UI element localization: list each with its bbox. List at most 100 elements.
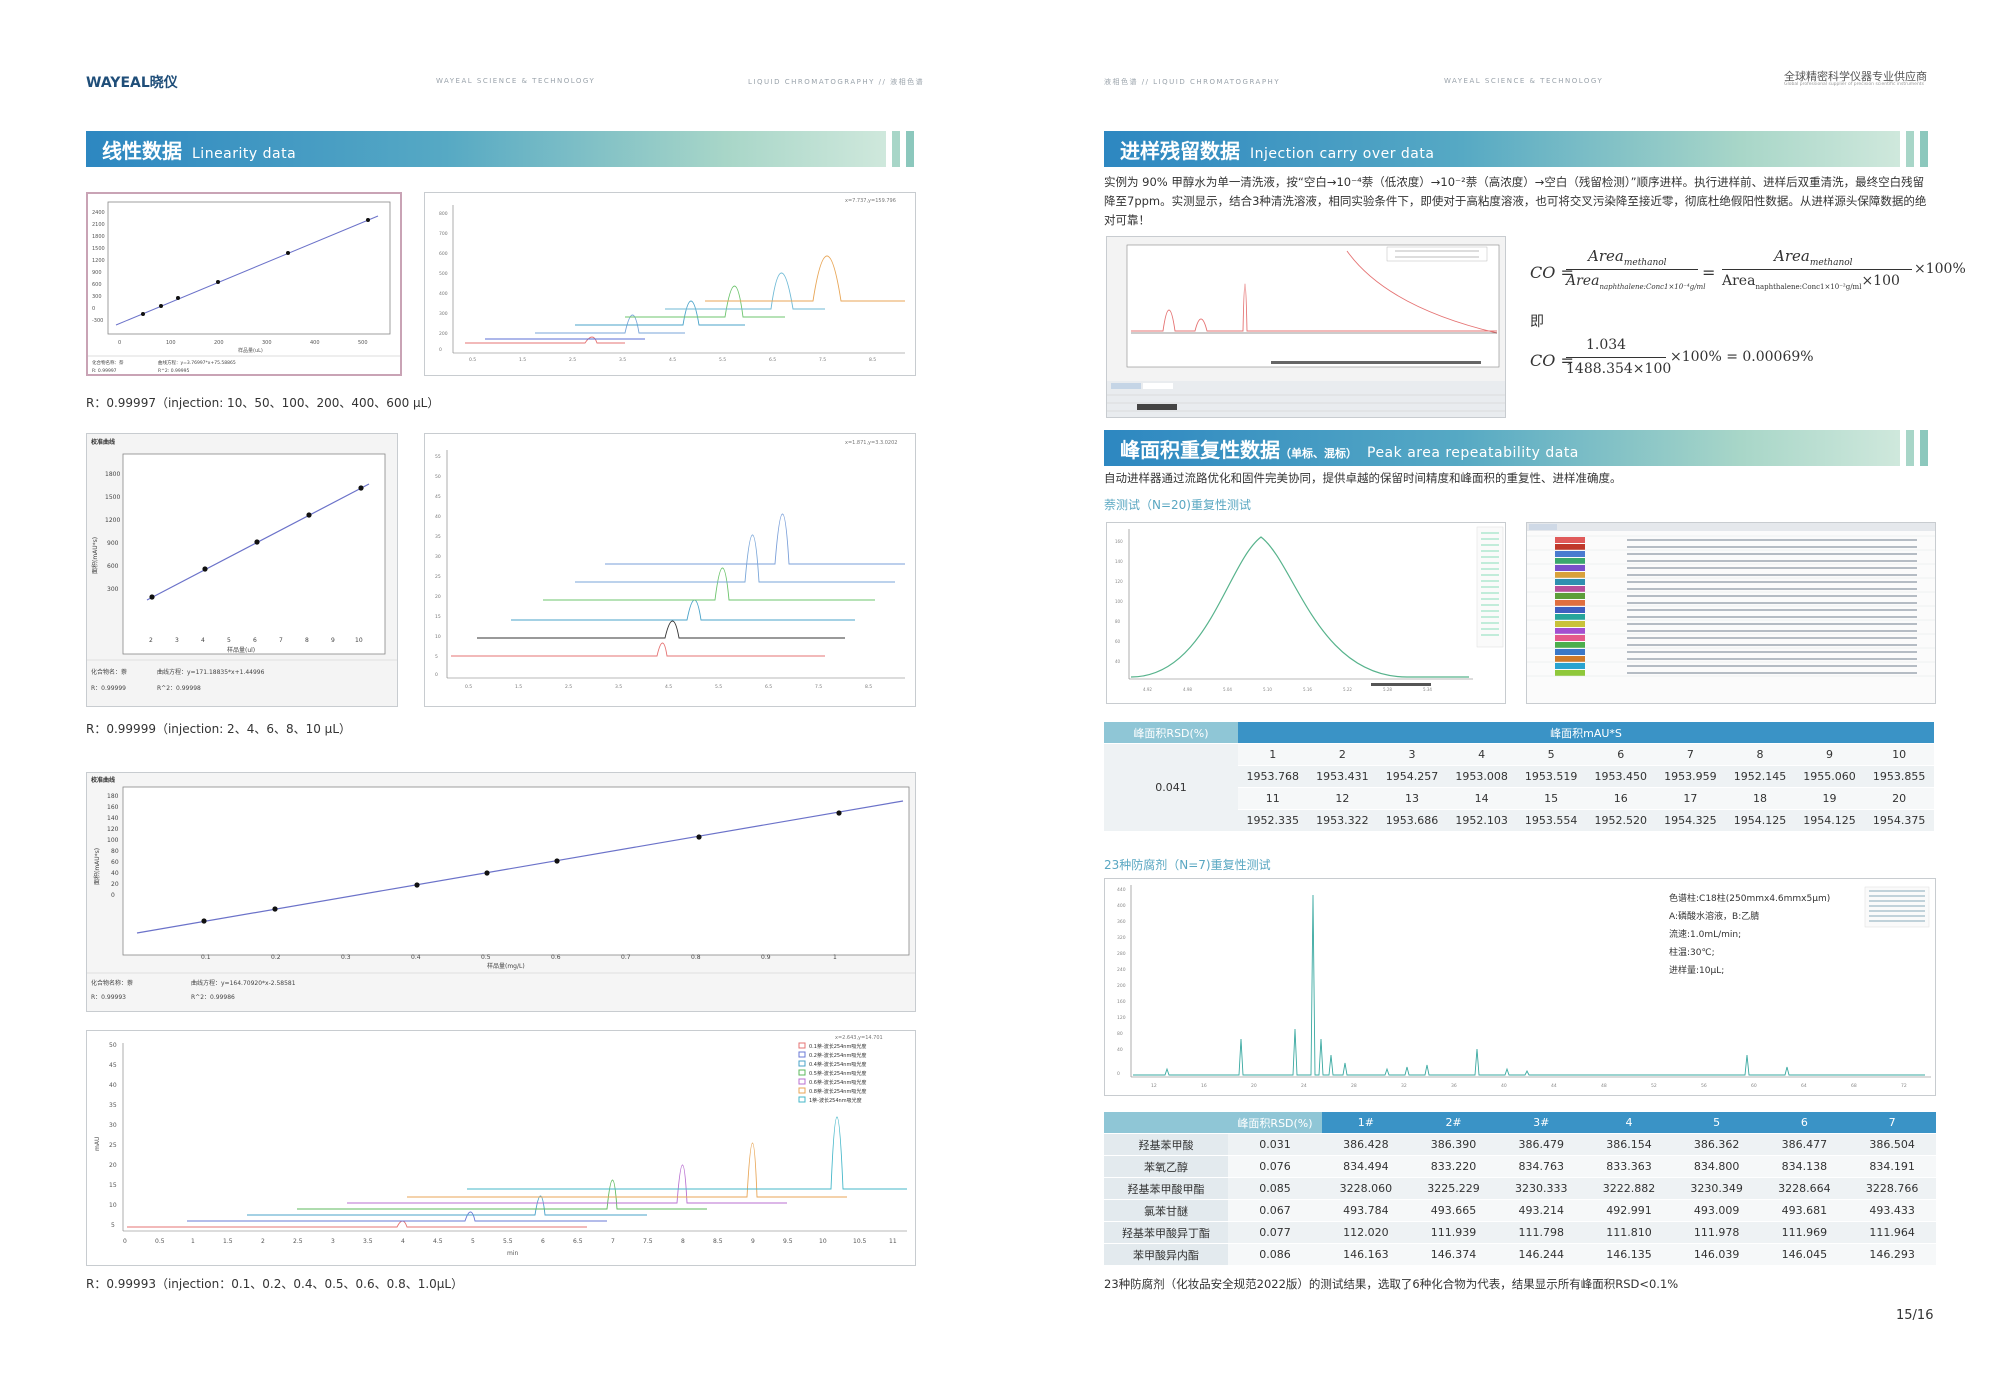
table-cell: 7: [1655, 743, 1726, 766]
svg-text:5.5: 5.5: [715, 684, 722, 690]
results-grid-svg: [1527, 523, 1935, 677]
svg-text:60: 60: [111, 859, 119, 866]
linearity-banner: 线性数据 Linearity data: [86, 131, 886, 167]
table-cell: 19: [1794, 787, 1865, 810]
table-cell: 13: [1377, 787, 1447, 810]
svg-text:50: 50: [435, 474, 441, 480]
formula-area: Areamethanol: [1588, 247, 1667, 268]
fig2-title: 校准曲线: [91, 438, 115, 446]
svg-text:55: 55: [435, 454, 441, 460]
svg-text:7.5: 7.5: [815, 684, 822, 690]
svg-text:10: 10: [819, 1238, 827, 1245]
table-cell: 3228.060: [1322, 1177, 1410, 1200]
table-cell: 111.939: [1409, 1221, 1498, 1244]
table-cell: 834.763: [1497, 1155, 1586, 1178]
table-cell: 0.031: [1228, 1133, 1322, 1156]
calibration-plot-1: 2400 2100 1800 1500 1200 900 600 300 0 -300 0 100 2…: [86, 192, 402, 376]
svg-text:1500: 1500: [92, 246, 105, 252]
svg-text:100: 100: [107, 837, 119, 844]
formula-fraction-bar: [1566, 269, 1698, 270]
table-cell: 20: [1864, 787, 1934, 810]
banner-accent-bar: [1906, 430, 1914, 466]
chromatogram-3: x=2.643,y=14.701 50 45 40 35 30 25 20 15 10 5 0 0.…: [86, 1030, 916, 1266]
table-header: 4: [1585, 1112, 1673, 1134]
table-cell: 18: [1725, 787, 1795, 810]
svg-text:32: 32: [1401, 1083, 1407, 1089]
fig4-ylabel: mAU: [94, 1137, 101, 1151]
table-cell: 493.681: [1760, 1199, 1849, 1222]
fig4-legend: 0.1萘-波长254nm吸光度 0.2萘-波长254nm吸光度 0.4萘-波长2…: [798, 1042, 866, 1104]
table-cell: 386.390: [1409, 1133, 1498, 1156]
svg-text:1: 1: [833, 954, 837, 961]
table1-rsd-value: 0.041: [1104, 743, 1238, 832]
svg-text:3.5: 3.5: [619, 357, 626, 363]
table-cell: 1952.103: [1446, 809, 1517, 832]
repeatability-banner: 峰面积重复性数据（单标、混标） Peak area repeatability d…: [1104, 430, 1900, 466]
preservatives-chromatogram: 440 400 360 320 280 240 200 160 120 80 40 0 12 16 20 2…: [1104, 878, 1936, 1096]
formula-ji: 即: [1530, 314, 1544, 330]
banner-accent-bar: [1920, 131, 1928, 167]
svg-text:20: 20: [435, 594, 441, 600]
fig3-ylabel: 面积(mAU*s): [93, 848, 101, 885]
preservatives-repeatability-table: 峰面积RSD(%) 1# 2# 3# 4 5 6 7 羟基苯甲酸 0.031 3…: [1104, 1112, 1936, 1266]
svg-text:45: 45: [435, 494, 441, 500]
fig3-xlabel: 样品量(mg/L): [487, 962, 525, 970]
svg-text:900: 900: [92, 270, 102, 276]
formula-co: CO =: [1530, 263, 1574, 282]
svg-text:30: 30: [109, 1122, 117, 1129]
calibration-plot-2: 校准曲线 1800 1500 1200 900 600 300 2 3 4 5 6 7 8 9 10 样品…: [86, 433, 398, 707]
svg-text:9: 9: [331, 637, 335, 644]
svg-text:8.5: 8.5: [713, 1238, 723, 1245]
svg-text:5.5: 5.5: [719, 357, 726, 363]
formula-pct: ×100%: [1914, 261, 1966, 277]
svg-text:11: 11: [889, 1238, 897, 1245]
naphthalene-overlay-chromatogram: 160 140 120 100 80 60 40 4.92 4.98 5.04 5.10 5.16 5…: [1106, 522, 1506, 704]
fig2-stats-2b: R^2：0.99998: [157, 685, 201, 692]
svg-text:25: 25: [435, 574, 441, 580]
naphthalene-overlay-svg: 160 140 120 100 80 60 40 4.92 4.98 5.04 5.10 5.16 5…: [1115, 526, 1504, 692]
table-cell: 1: [1238, 743, 1308, 766]
linearity-title: 线性数据: [102, 139, 182, 163]
table-row: 苯氧乙醇 0.076 834.494 833.220 834.763 833.3…: [1104, 1155, 1936, 1178]
svg-text:6.5: 6.5: [769, 357, 776, 363]
left-header-right: LIQUID CHROMATOGRAPHY // 液相色谱: [748, 78, 925, 86]
svg-text:2.5: 2.5: [293, 1238, 303, 1245]
left-logo: WAYEAL晓仪: [86, 75, 178, 91]
fig3-stats-1b: 曲线方程：y=164.70920*x-2.58581: [191, 979, 296, 987]
fig1-cursor: x=7.737,y=159.796: [845, 198, 896, 204]
table-cell: 112.020: [1322, 1221, 1410, 1244]
footnote: 23种防腐剂（化妆品安全规范2022版）的测试结果，选取了6种化合物为代表，结果…: [1104, 1277, 1679, 1291]
preservatives-test-heading: 23种防腐剂（N=7)重复性测试: [1104, 858, 1271, 872]
naphthalene-test-heading: 萘测试（N=20)重复性测试: [1104, 498, 1251, 512]
svg-text:60: 60: [1751, 1083, 1757, 1089]
svg-text:15: 15: [109, 1182, 117, 1189]
table-cell: 3228.664: [1760, 1177, 1849, 1200]
caption-3: R：0.99993（injection：0.1、0.2、0.4、0.5、0.6、…: [86, 1277, 464, 1291]
formula-area: Areamethanol: [1774, 247, 1853, 268]
svg-text:0: 0: [118, 340, 121, 346]
svg-text:2.5: 2.5: [565, 684, 572, 690]
table-cell: 0.067: [1228, 1199, 1322, 1222]
table-cell: 386.362: [1672, 1133, 1761, 1156]
svg-text:0: 0: [123, 1238, 127, 1245]
svg-text:360: 360: [1117, 919, 1126, 925]
table-cell: 111.810: [1585, 1221, 1673, 1244]
table-cell: 493.214: [1497, 1199, 1586, 1222]
svg-text:44: 44: [1551, 1083, 1557, 1089]
svg-text:24: 24: [1301, 1083, 1307, 1089]
table-cell: 1955.060: [1794, 765, 1865, 788]
svg-text:30: 30: [435, 554, 441, 560]
svg-text:12: 12: [1151, 1083, 1157, 1089]
table-cell: 386.477: [1760, 1133, 1849, 1156]
fig2-stats-2a: R：0.99999: [91, 685, 126, 692]
carryover-title-en: Injection carry over data: [1250, 146, 1435, 162]
table-cell: 493.009: [1672, 1199, 1761, 1222]
svg-text:1.5: 1.5: [223, 1238, 233, 1245]
table-cell: 17: [1655, 787, 1726, 810]
table-cell: 羟基苯甲酸异丁酯: [1104, 1221, 1228, 1244]
svg-text:6.5: 6.5: [573, 1238, 583, 1245]
svg-text:160: 160: [1117, 999, 1126, 1005]
fig4-legend-entry: 0.4萘-波长254nm吸光度: [809, 1061, 866, 1068]
svg-text:20: 20: [109, 1162, 117, 1169]
